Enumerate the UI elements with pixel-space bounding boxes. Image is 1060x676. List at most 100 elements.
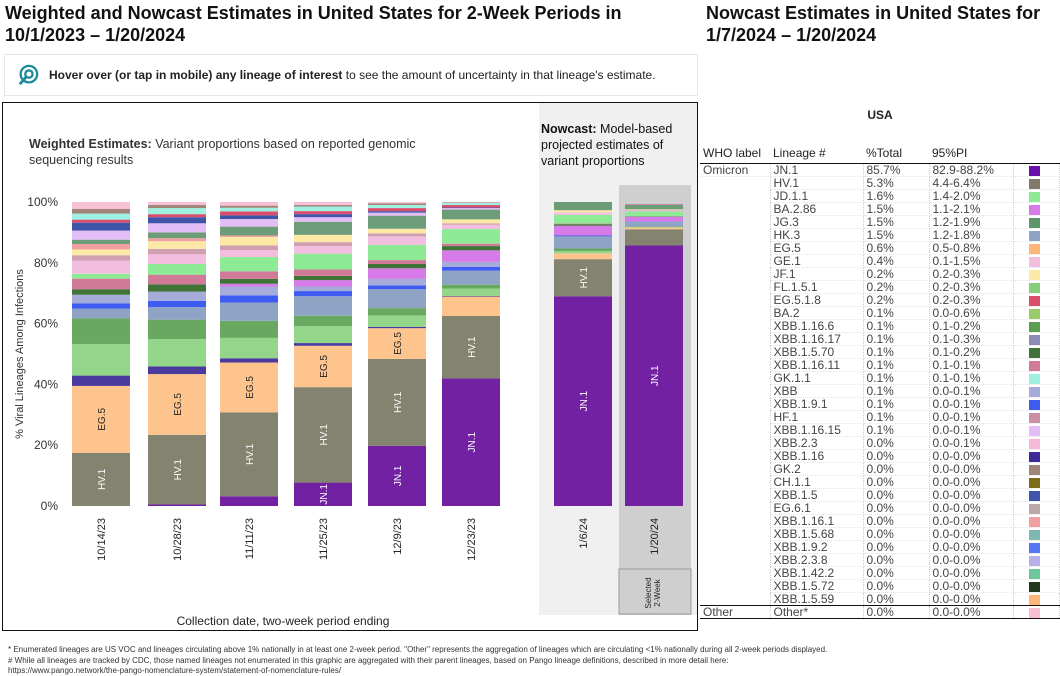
x-tick-label: 1/20/24 — [649, 518, 661, 555]
bar-segment-hk-3 — [148, 307, 206, 319]
cell-pi: 0.0-0.0% — [929, 567, 1013, 580]
color-swatch-fill — [1029, 491, 1040, 501]
cell-who — [700, 476, 770, 489]
cell-who — [700, 580, 770, 593]
segment-label: JN.1 — [467, 431, 478, 452]
cell-pi: 0.5-0.8% — [929, 242, 1013, 255]
color-swatch — [1013, 554, 1060, 567]
cell-total: 0.1% — [863, 346, 929, 359]
pointer-target-icon — [17, 64, 39, 86]
bar-segment-gk-2 — [72, 209, 130, 214]
bar-segment-fl-1-5-1 — [442, 289, 500, 296]
header-who: WHO label — [700, 142, 770, 164]
cell-lineage: XBB.1.9.1 — [770, 398, 863, 411]
hover-instruction-text: to see the amount of uncertainty in that… — [342, 68, 655, 82]
bar-segment-xbb-1-16-15 — [294, 217, 352, 222]
bar-segment-xbb-1-5 — [294, 214, 352, 217]
segment-label: JN.1 — [319, 484, 330, 505]
bar-segment-fl-1-5-1 — [368, 315, 426, 327]
bar-segment-fl-1-5-1 — [625, 227, 683, 228]
bar-segment-hf-1 — [220, 245, 278, 250]
bar-segment-jd-1-1 — [148, 264, 206, 275]
cell-pi: 82.9-88.2% — [929, 164, 1013, 177]
color-swatch — [1013, 463, 1060, 476]
bar-segment-xbb-1-9-1 — [554, 235, 612, 236]
cell-total: 0.1% — [863, 359, 929, 372]
bar-segment-ge-1 — [554, 212, 612, 214]
bar-segment-xbb-1-5-70 — [442, 246, 500, 250]
cell-lineage: CH.1.1 — [770, 476, 863, 489]
bar-segment-hk-3 — [72, 309, 130, 319]
cell-total: 0.0% — [863, 502, 929, 515]
bar-segment-ba-2-86 — [220, 284, 278, 287]
cell-who — [700, 385, 770, 398]
bar-segment-xbb-1-9-1 — [368, 285, 426, 289]
color-swatch-fill — [1029, 231, 1040, 241]
bar-segment-other — [368, 202, 426, 204]
cell-lineage: HF.1 — [770, 411, 863, 424]
cell-who — [700, 515, 770, 528]
bar-segment-eg-5 — [625, 228, 683, 230]
bar-segment-eg-5-1-8 — [72, 220, 130, 223]
bar-segment-hk-3 — [368, 289, 426, 308]
cell-lineage: Other* — [770, 606, 863, 619]
color-swatch-fill — [1029, 465, 1040, 475]
color-swatch-fill — [1029, 517, 1040, 527]
bar-segment-ge-1 — [625, 210, 683, 211]
color-swatch-fill — [1029, 543, 1040, 553]
cell-total: 0.1% — [863, 320, 929, 333]
cell-who — [700, 567, 770, 580]
color-swatch — [1013, 359, 1060, 372]
color-swatch-fill — [1029, 595, 1040, 605]
color-swatch — [1013, 268, 1060, 281]
cell-pi: 0.2-0.3% — [929, 281, 1013, 294]
color-swatch — [1013, 476, 1060, 489]
chart-panel: Weighted Estimates: Variant proportions … — [2, 102, 698, 631]
bar-segment-jg-3 — [625, 205, 683, 210]
bar-segment-gk-2 — [294, 205, 352, 207]
cell-pi: 0.0-0.0% — [929, 606, 1013, 619]
color-swatch-fill — [1029, 556, 1040, 566]
bar-segment-jd-1-1 — [554, 215, 612, 224]
bar-segment-eg-5 — [442, 297, 500, 316]
bar-segment-xbb-1-16-6 — [442, 285, 500, 289]
bar-segment-xbb-1-16-15 — [442, 208, 500, 210]
color-swatch-fill — [1029, 179, 1040, 189]
cell-who — [700, 281, 770, 294]
